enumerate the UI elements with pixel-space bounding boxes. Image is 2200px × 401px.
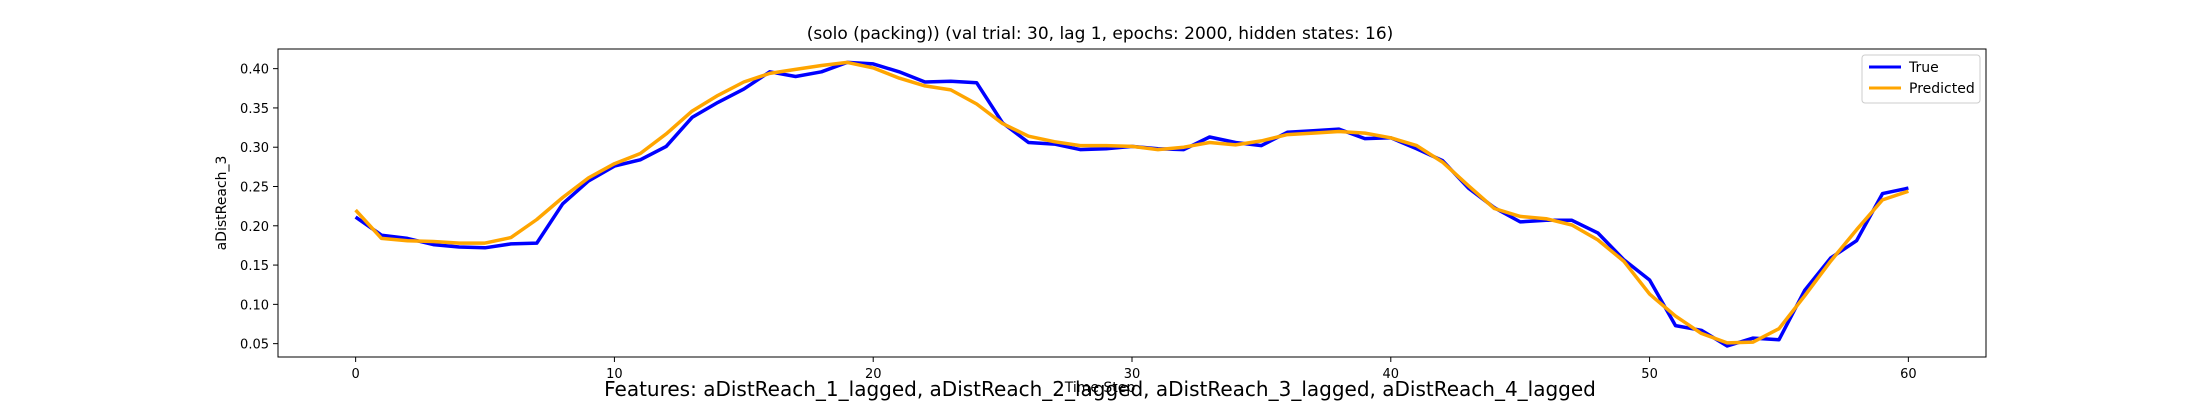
y-tick-label: 0.15 bbox=[240, 259, 269, 274]
x-axis-label: Time Step bbox=[1064, 380, 1136, 396]
y-tick-label: 0.25 bbox=[240, 181, 269, 196]
legend-label-predicted: Predicted bbox=[1909, 81, 1975, 97]
x-tick-label: 10 bbox=[606, 367, 623, 382]
x-tick-label: 40 bbox=[1383, 367, 1400, 382]
y-tick-label: 0.30 bbox=[240, 141, 269, 156]
legend-label-true: True bbox=[1908, 60, 1939, 76]
features-caption: Features: aDistReach_1_lagged, aDistReac… bbox=[604, 377, 1596, 401]
series-line-predicted bbox=[354, 60, 1909, 345]
plot-frame bbox=[277, 48, 1987, 358]
x-tick-label: 20 bbox=[865, 367, 882, 382]
y-tick-label: 0.10 bbox=[240, 298, 269, 313]
series-line-true bbox=[354, 60, 1909, 348]
y-tick-label: 0.40 bbox=[240, 63, 269, 78]
legend: True Predicted bbox=[1861, 54, 1981, 104]
y-tick-label: 0.05 bbox=[240, 338, 269, 353]
x-tick-label: 0 bbox=[351, 367, 359, 382]
y-tick-label: 0.35 bbox=[240, 102, 269, 117]
y-axis-label: aDistReach_3 bbox=[214, 156, 230, 251]
y-tick-label: 0.20 bbox=[240, 220, 269, 235]
chart-title: (solo (packing)) (val trial: 30, lag 1, … bbox=[807, 24, 1394, 44]
x-tick-label: 60 bbox=[1900, 367, 1917, 382]
x-tick-label: 50 bbox=[1641, 367, 1658, 382]
plot-area: 0 10 20 30 40 50 60 0.05 0.10 0.15 0.20 0.25 0.30 0.3… bbox=[240, 48, 1987, 382]
x-tick-label: 30 bbox=[1124, 367, 1141, 382]
